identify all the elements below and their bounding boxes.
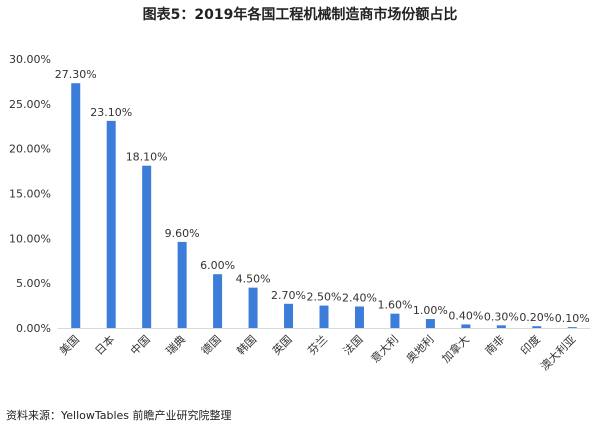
y-tick-label: 25.00% [9,98,51,111]
bar [567,327,577,329]
data-label: 18.10% [126,151,168,164]
y-tick-label: 5.00% [16,277,51,290]
bar [284,303,294,328]
bar [213,274,223,328]
data-label: 0.10% [555,312,590,325]
x-tick-label: 意大利 [368,332,401,365]
x-tick-label: 瑞典 [163,332,188,357]
bars [71,83,577,329]
y-tick-label: 0.00% [16,322,51,335]
source-note: 资料来源：YellowTables 前瞻产业研究院整理 [6,409,232,422]
bar [106,120,116,329]
x-tick-label: 印度 [517,332,542,357]
x-tick-label: 南非 [483,333,508,358]
y-axis: 0.00% 5.00% 10.00% 15.00% 20.00% 25.00% 30.00% [9,53,51,335]
y-tick-label: 15.00% [9,188,51,201]
bar [248,287,258,328]
data-label: 2.40% [342,291,377,304]
x-tick-label: 加拿大 [439,332,472,365]
chart-title: 图表5：2019年各国工程机械制造商市场份额占比 [142,7,458,23]
data-label: 9.60% [165,227,200,240]
x-tick-label: 韩国 [234,332,259,357]
x-tick-label: 芬兰 [305,333,330,358]
bar [496,325,506,328]
y-tick-label: 20.00% [9,143,51,156]
bar [177,241,187,328]
bar [532,326,542,328]
data-label: 23.10% [90,106,132,119]
bar [319,305,329,328]
y-tick-label: 10.00% [9,232,51,245]
x-tick-label: 日本 [92,332,117,357]
bar [425,319,435,328]
data-label: 2.70% [271,289,306,302]
data-label: 6.00% [200,259,235,272]
bar [142,165,152,328]
data-label: 2.50% [307,291,342,304]
data-label: 1.00% [413,304,448,317]
data-label: 0.40% [448,309,483,322]
x-tick-label: 英国 [269,332,294,357]
x-tick-label: 德国 [198,332,223,357]
value-labels: 27.30%23.10%18.10%9.60%6.00%4.50%2.70% 2.… [55,68,590,325]
data-label: 4.50% [236,273,271,286]
bar [461,324,471,328]
bar [354,306,364,328]
bar [390,313,400,328]
y-tick-label: 30.00% [9,53,51,66]
data-label: 0.30% [484,310,519,323]
x-tick-label: 中国 [128,333,153,358]
data-label: 1.60% [377,299,412,312]
data-label: 27.30% [55,68,97,81]
x-tick-label: 奥地利 [403,332,436,365]
x-tick-label: 澳大利亚 [537,332,578,373]
x-tick-label: 法国 [340,332,365,357]
x-tick-label: 美国 [57,333,82,358]
data-label: 0.20% [519,311,554,324]
bar [71,83,81,329]
